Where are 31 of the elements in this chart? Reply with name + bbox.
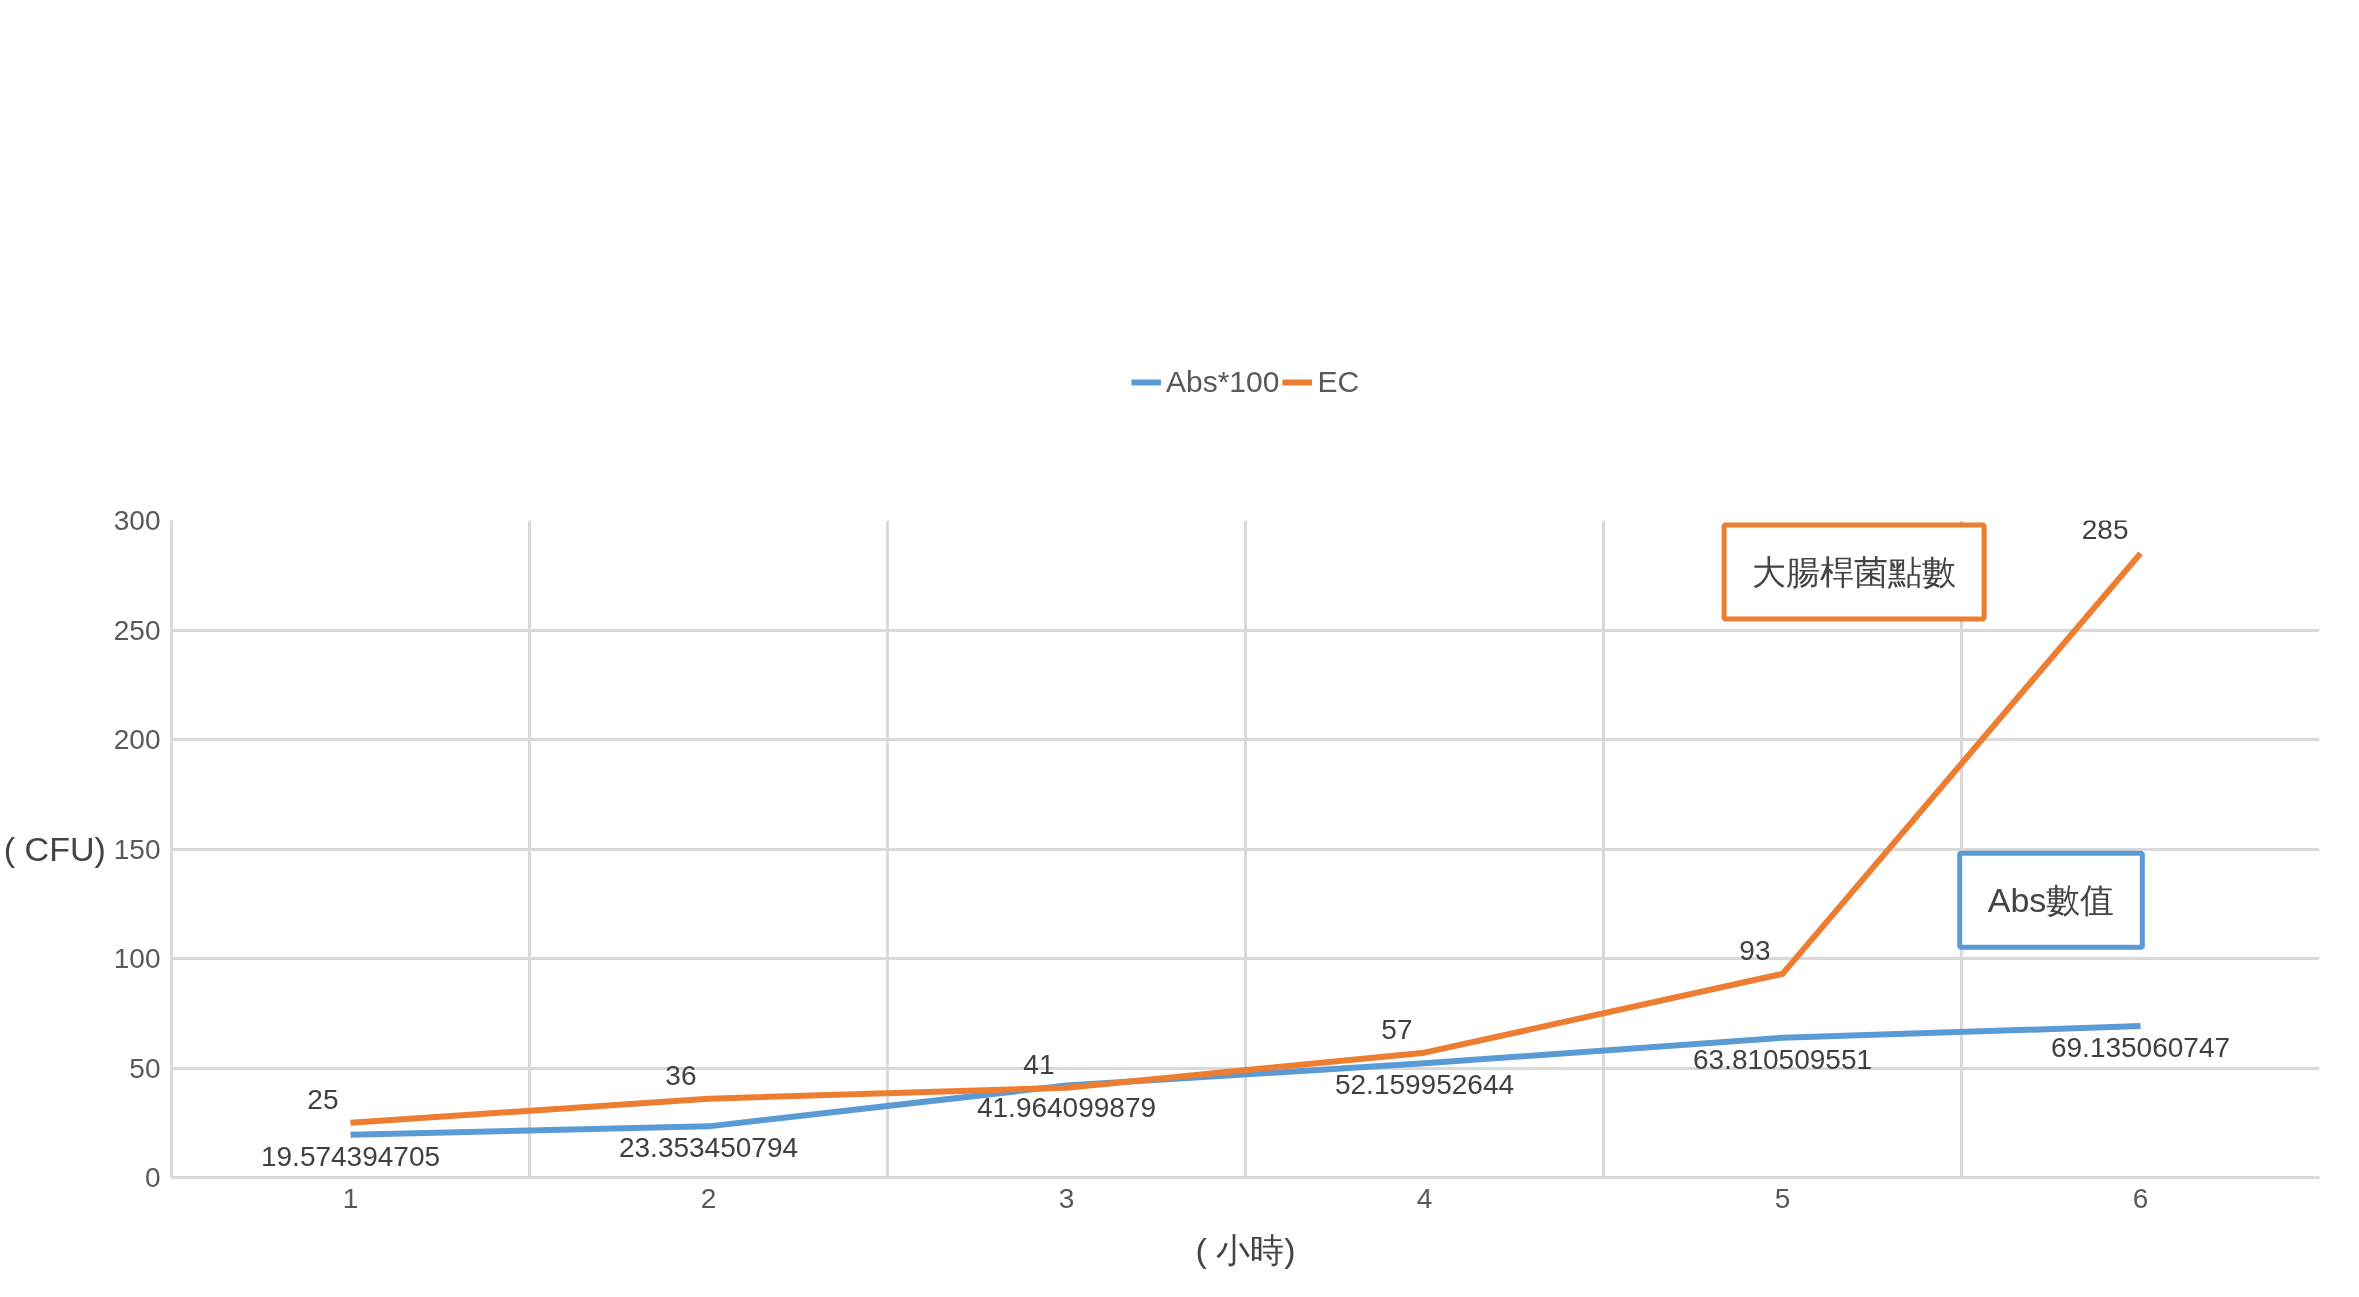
annotation: 大腸桿菌點數 [1752, 553, 1957, 592]
y-tick-label: 250 [113, 614, 161, 646]
data-label: 93 [1739, 934, 1771, 966]
x-axis-title: ( 小時) [1195, 1230, 1296, 1269]
y-tick-label: 50 [129, 1052, 161, 1084]
y-tick-label: 100 [113, 943, 161, 974]
data-label: 41 [1023, 1048, 1055, 1080]
data-label: 41.964099879 [976, 1091, 1157, 1123]
data-label: 23.353450794 [618, 1132, 799, 1164]
x-tick-label: 6 [2132, 1182, 2149, 1214]
annotation: Abs數值 [1987, 881, 2115, 920]
data-label: 57 [1381, 1013, 1413, 1045]
y-tick-label: 0 [144, 1162, 161, 1193]
data-label: 285 [2081, 514, 2129, 546]
y-tick-label: 300 [113, 505, 161, 536]
x-tick-label: 1 [342, 1182, 359, 1214]
x-tick-label: 3 [1058, 1182, 1075, 1214]
y-tick-label: 150 [113, 833, 161, 865]
legend-label: EC [1317, 364, 1360, 399]
data-label: 19.574394705 [260, 1140, 441, 1172]
x-tick-label: 4 [1416, 1182, 1433, 1214]
x-tick-label: 5 [1774, 1182, 1791, 1214]
legend-label: Abs*100 [1165, 364, 1280, 399]
data-label: 25 [307, 1083, 339, 1115]
y-tick-label: 200 [113, 724, 161, 755]
data-label: 52.159952644 [1334, 1069, 1515, 1101]
data-label: 69.135060747 [2050, 1032, 2231, 1064]
y-axis-title: ( CFU) [3, 830, 106, 868]
x-tick-label: 2 [700, 1182, 717, 1214]
data-label: 63.810509551 [1692, 1043, 1873, 1075]
data-label: 36 [665, 1059, 697, 1091]
